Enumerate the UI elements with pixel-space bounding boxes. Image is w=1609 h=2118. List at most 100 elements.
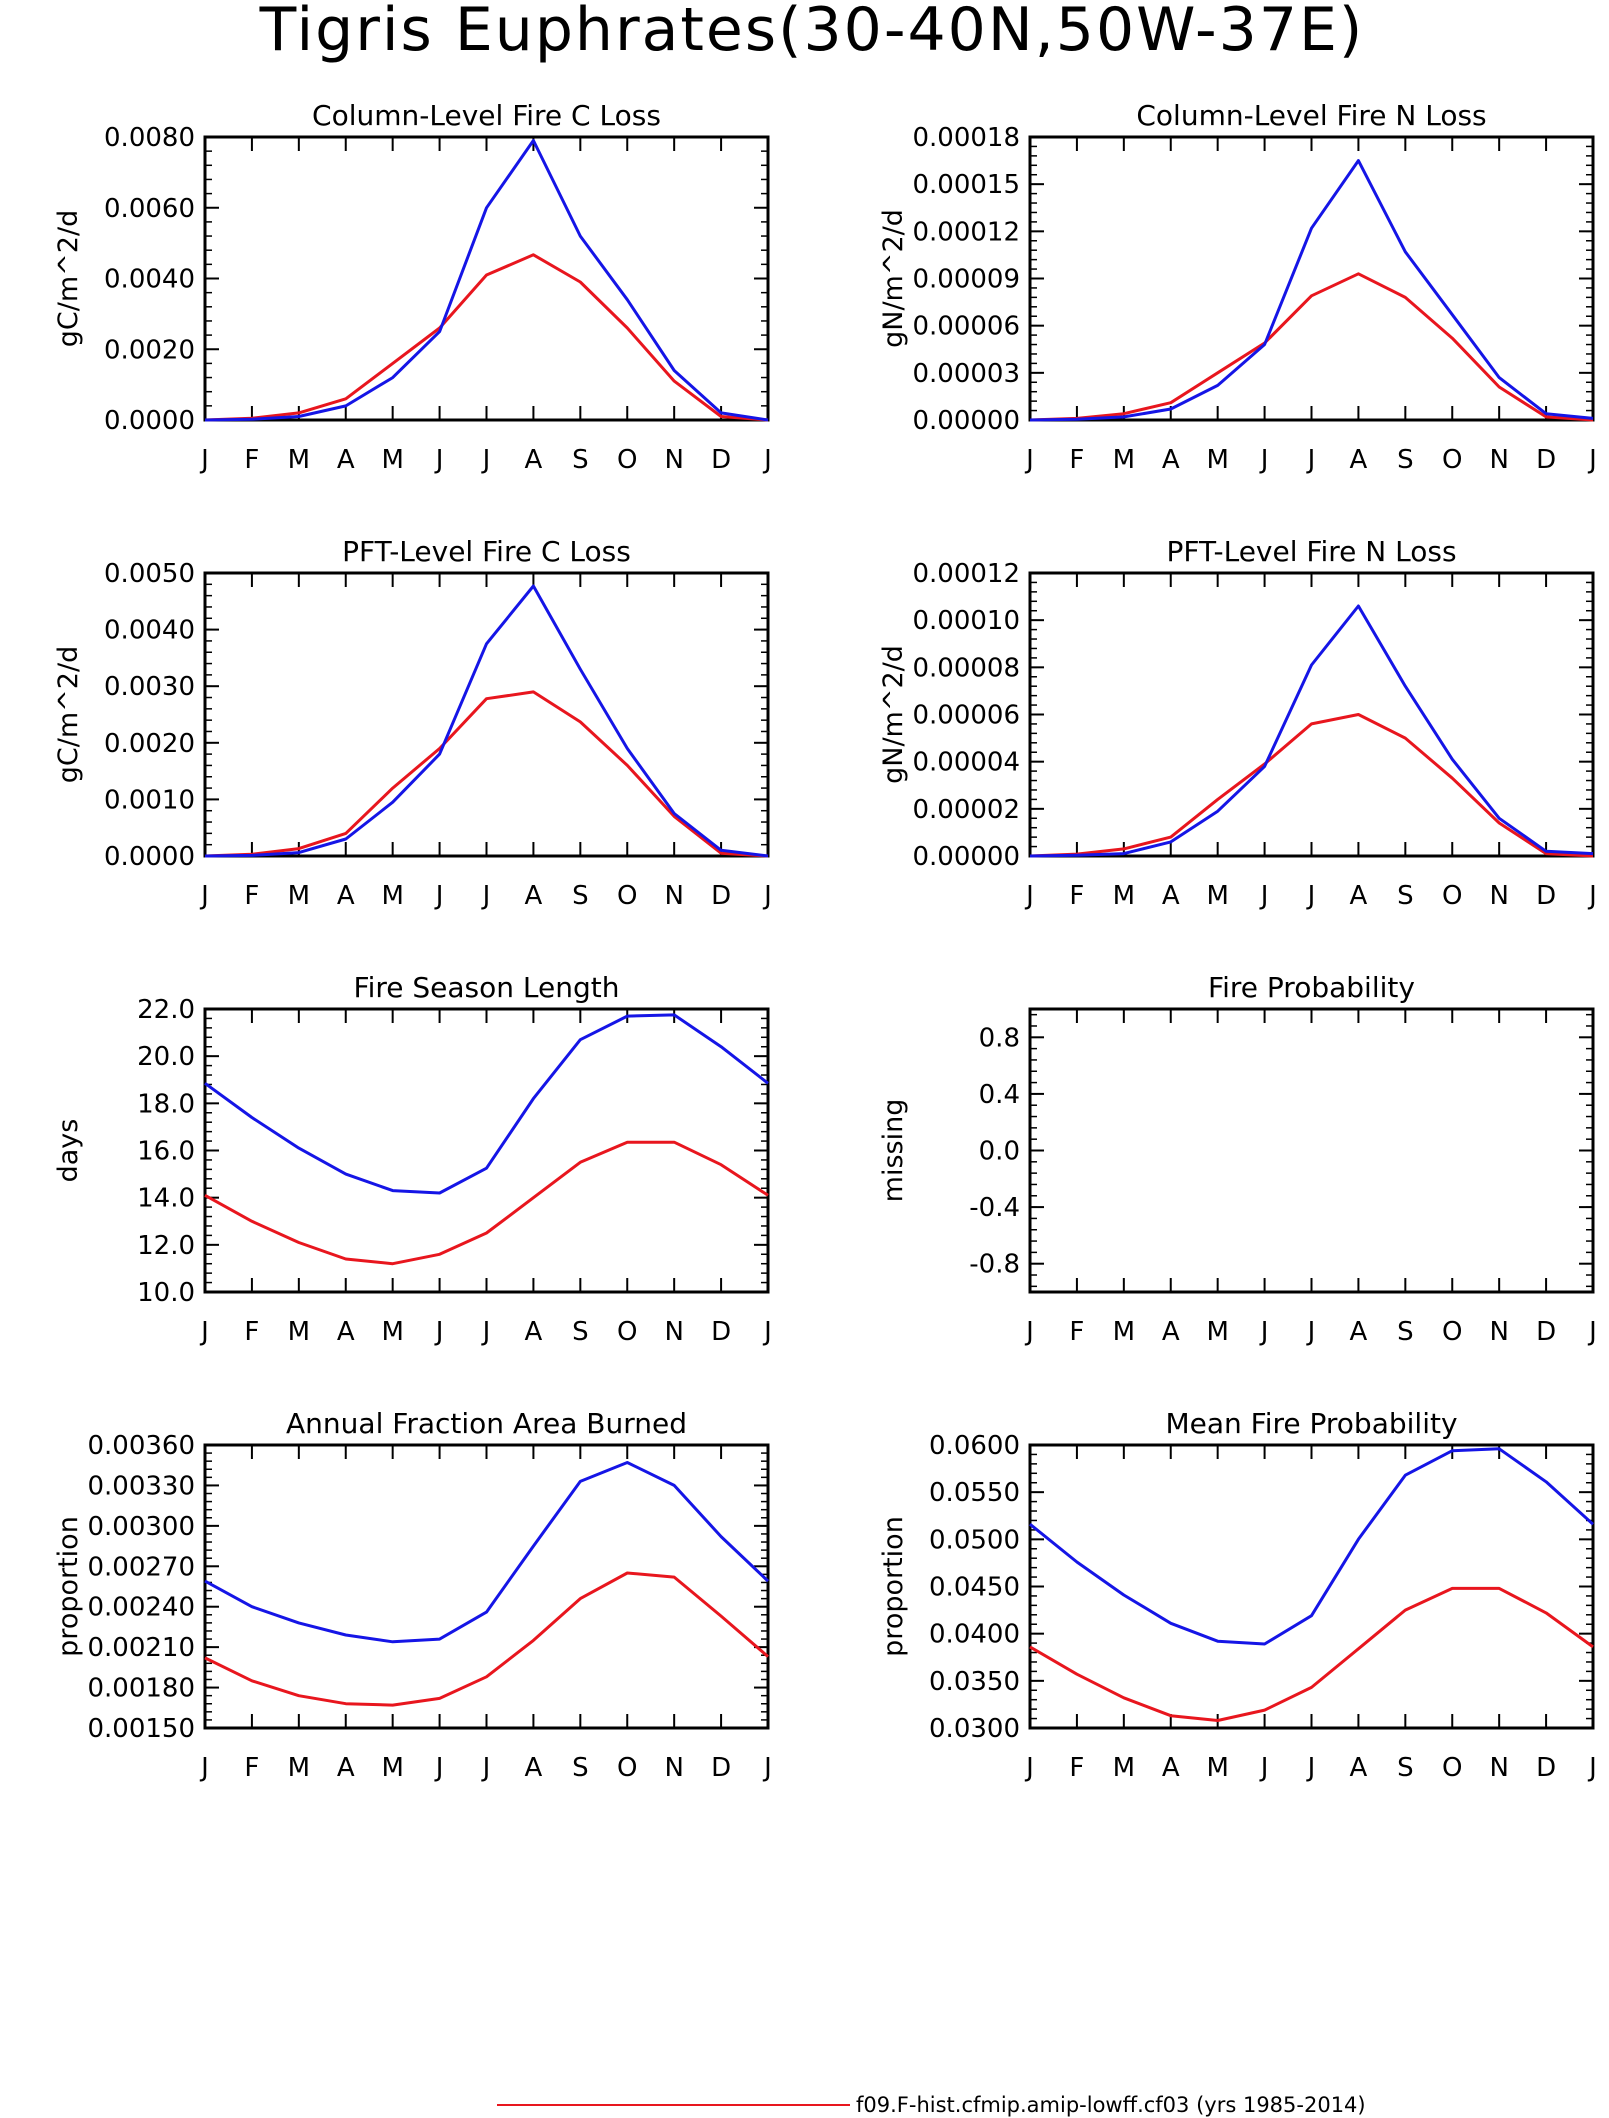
series-line-blue	[1029, 159, 1594, 422]
x-tick-label: J	[1306, 1317, 1316, 1347]
x-tick-label: J	[762, 445, 772, 475]
x-tick-label: F	[1069, 1753, 1084, 1783]
y-tick-label: 0.0010	[104, 785, 195, 815]
x-tick-label: M	[288, 1317, 310, 1347]
x-tick-label: J	[481, 1317, 491, 1347]
series-line-blue	[1029, 604, 1594, 858]
y-tick-label: 0.00150	[87, 1714, 195, 1744]
x-tick-label: N	[1489, 1753, 1508, 1783]
x-tick-label: M	[1113, 1753, 1135, 1783]
series-line-red	[204, 690, 769, 858]
x-tick-label: M	[381, 1753, 403, 1783]
panel-title: Annual Fraction Area Burned	[286, 1407, 687, 1440]
x-tick-label: O	[617, 1317, 637, 1347]
panel-4: PFT-Level Fire N Loss gN/m^2/d 0.00000 0.00…	[878, 535, 1597, 911]
x-tick-label: M	[1113, 881, 1135, 911]
y-tick-label: 0.00008	[912, 653, 1020, 683]
x-tick-label: M	[1113, 1317, 1135, 1347]
panel-title: Fire Probability	[1208, 971, 1415, 1004]
panel-2: Column-Level Fire N Loss gN/m^2/d 0.00000 0…	[878, 99, 1597, 475]
series-line-red	[204, 253, 769, 422]
y-tick-label: -0.8	[969, 1250, 1020, 1280]
series-line-blue	[204, 139, 769, 422]
y-axis-label: proportion	[878, 1516, 909, 1657]
x-tick-label: N	[1489, 881, 1508, 911]
x-tick-label: M	[1206, 1753, 1228, 1783]
x-tick-label: M	[381, 881, 403, 911]
x-tick-label: A	[337, 881, 355, 911]
y-tick-label: 0.0500	[929, 1525, 1020, 1555]
x-tick-label: A	[1162, 1317, 1180, 1347]
x-tick-label: J	[1259, 881, 1269, 911]
x-tick-label: S	[572, 881, 589, 911]
x-tick-label: O	[1442, 1317, 1462, 1347]
main-title: Tigris Euphrates(30-40N,50W-37E)	[259, 0, 1365, 65]
x-tick-label: F	[244, 881, 259, 911]
y-tick-label: 0.0	[979, 1137, 1020, 1167]
plot-frame	[1028, 1007, 1595, 1294]
x-tick-label: M	[1206, 1317, 1228, 1347]
x-tick-label: M	[1206, 881, 1228, 911]
x-tick-label: A	[525, 1317, 543, 1347]
y-tick-label: 0.00004	[912, 748, 1020, 778]
y-axis-label: missing	[878, 1099, 909, 1203]
y-tick-label: 0.4	[979, 1080, 1020, 1110]
panel-8: Mean Fire Probability proportion 0.0300 0.0…	[878, 1407, 1597, 1783]
plot-frame	[1028, 135, 1595, 422]
y-axis-label: gN/m^2/d	[878, 645, 909, 784]
y-tick-label: 0.0350	[929, 1667, 1020, 1697]
y-tick-label: 0.0000	[104, 406, 195, 436]
x-tick-label: J	[1306, 881, 1316, 911]
x-tick-label: M	[1206, 445, 1228, 475]
y-tick-label: 0.00360	[87, 1431, 195, 1461]
panel-6: Fire Probability missing -0.8 -0.4 0.0 0.4 0.8…	[878, 971, 1597, 1347]
panel-title: Mean Fire Probability	[1165, 1407, 1457, 1440]
x-tick-label: A	[525, 445, 543, 475]
y-tick-label: 0.0050	[104, 559, 195, 589]
y-tick-label: 10.0	[137, 1278, 195, 1308]
x-tick-label: J	[1259, 1317, 1269, 1347]
panel-title: Column-Level Fire C Loss	[312, 99, 661, 132]
x-tick-label: M	[381, 1317, 403, 1347]
x-tick-label: J	[1259, 445, 1269, 475]
x-tick-label: F	[244, 1317, 259, 1347]
x-tick-label: S	[1397, 445, 1414, 475]
x-tick-label: J	[1259, 1753, 1269, 1783]
x-tick-label: O	[617, 445, 637, 475]
y-tick-label: 0.00009	[912, 265, 1020, 295]
x-tick-label: A	[337, 445, 355, 475]
x-tick-label: J	[481, 445, 491, 475]
y-tick-label: 20.0	[137, 1042, 195, 1072]
x-tick-label: A	[1350, 881, 1368, 911]
x-tick-label: A	[337, 1317, 355, 1347]
x-tick-label: J	[762, 1317, 772, 1347]
y-tick-label: 0.00270	[87, 1552, 195, 1582]
x-tick-label: M	[381, 445, 403, 475]
x-tick-label: A	[525, 881, 543, 911]
y-tick-label: 0.00330	[87, 1471, 195, 1501]
panel-title: Fire Season Length	[354, 971, 620, 1004]
x-tick-label: N	[664, 881, 683, 911]
x-tick-label: O	[617, 1753, 637, 1783]
plot-frame	[203, 571, 770, 858]
y-tick-label: 0.00015	[912, 170, 1020, 200]
series-line-red	[204, 1140, 769, 1266]
series-line-blue	[1029, 1447, 1595, 1646]
x-tick-label: J	[1587, 445, 1597, 475]
x-tick-label: A	[525, 1753, 543, 1783]
x-tick-label: D	[1536, 881, 1556, 911]
x-tick-label: F	[1069, 445, 1084, 475]
x-tick-label: J	[1024, 1317, 1034, 1347]
x-tick-label: A	[1350, 445, 1368, 475]
plot-frame	[1028, 571, 1595, 858]
x-tick-label: S	[1397, 1317, 1414, 1347]
x-tick-label: M	[288, 1753, 310, 1783]
x-tick-label: J	[434, 445, 444, 475]
panel-title: Column-Level Fire N Loss	[1136, 99, 1486, 132]
x-tick-label: F	[244, 1753, 259, 1783]
x-tick-label: N	[1489, 1317, 1508, 1347]
series-line-red	[1029, 1586, 1594, 1722]
x-tick-label: A	[1350, 1317, 1368, 1347]
x-tick-label: F	[244, 445, 259, 475]
x-tick-label: D	[711, 1317, 731, 1347]
